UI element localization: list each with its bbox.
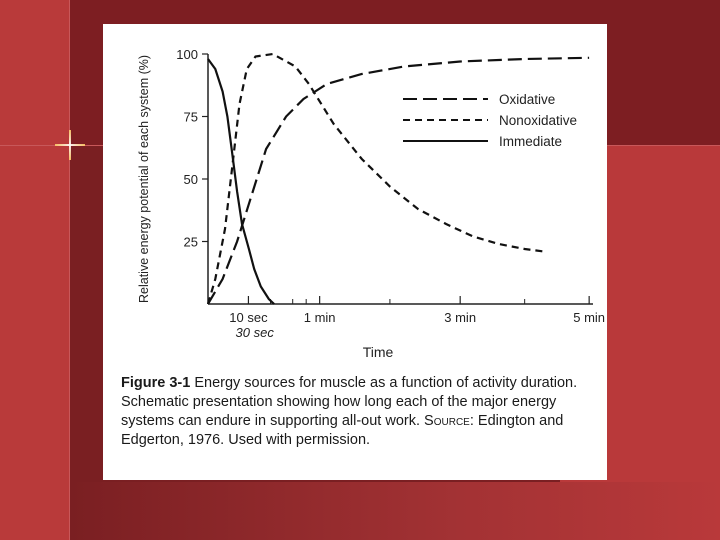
y-tick-label: 75 — [184, 110, 198, 125]
y-axis-label: Relative energy potential of each system… — [137, 55, 151, 303]
y-tick-label: 25 — [184, 235, 198, 250]
x-tick-label-30sec: 30 sec — [236, 325, 275, 340]
caption-text: Energy sources for muscle as a function … — [121, 375, 578, 429]
figure-caption: Figure 3-1 Energy sources for muscle as … — [121, 374, 601, 450]
series-line-nonoxidative — [206, 52, 545, 305]
x-tick-label: 10 sec — [229, 310, 268, 325]
x-tick-label: 1 min — [304, 310, 336, 325]
background-left-panel — [0, 0, 70, 540]
caption-source-label: Source: — [424, 413, 474, 429]
caption-source-text: Edington and Edgerton, 1976. Used with p… — [121, 413, 564, 448]
series-line-oxidative — [207, 56, 590, 305]
legend-label-nonoxidative: Nonoxidative — [499, 113, 577, 128]
x-tick-label: 3 min — [444, 310, 476, 325]
y-tick-label: 100 — [176, 47, 198, 62]
y-tick-label: 50 — [184, 172, 198, 187]
x-tick-label: 5 min — [573, 310, 605, 325]
caption-figure-label: Figure 3-1 — [121, 375, 191, 391]
figure-panel: 100 75 50 25 10 sec 1 min 3 min 5 min 30 sec Oxi… — [103, 24, 607, 480]
background-vertical-line — [69, 0, 70, 540]
energy-systems-chart: 100 75 50 25 10 sec 1 min 3 min 5 min 30 sec Oxi… — [137, 47, 605, 360]
background-bottom-band — [70, 482, 720, 540]
series-line-immediate — [207, 58, 275, 305]
sparkle-icon — [55, 130, 85, 160]
legend-label-oxidative: Oxidative — [499, 92, 555, 107]
legend-label-immediate: Immediate — [499, 134, 562, 149]
x-axis-label: Time — [363, 344, 394, 360]
